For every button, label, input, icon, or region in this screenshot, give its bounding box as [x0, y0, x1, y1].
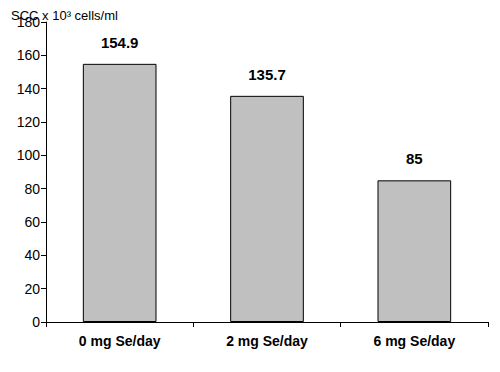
svg-text:0: 0 — [32, 314, 40, 330]
svg-text:40: 40 — [24, 247, 40, 263]
svg-text:60: 60 — [24, 214, 40, 230]
svg-text:160: 160 — [17, 47, 41, 63]
svg-text:6 mg Se/day: 6 mg Se/day — [373, 333, 455, 349]
svg-text:120: 120 — [17, 114, 41, 130]
svg-text:2 mg Se/day: 2 mg Se/day — [226, 333, 308, 349]
svg-text:SCC x 10³ cells/ml: SCC x 10³ cells/ml — [11, 8, 118, 23]
svg-text:85: 85 — [406, 150, 423, 167]
svg-text:20: 20 — [24, 281, 40, 297]
svg-text:0 mg Se/day: 0 mg Se/day — [79, 333, 161, 349]
svg-text:154.9: 154.9 — [101, 34, 139, 51]
svg-text:140: 140 — [17, 81, 41, 97]
svg-text:100: 100 — [17, 147, 41, 163]
svg-text:135.7: 135.7 — [248, 66, 286, 83]
svg-text:80: 80 — [24, 181, 40, 197]
